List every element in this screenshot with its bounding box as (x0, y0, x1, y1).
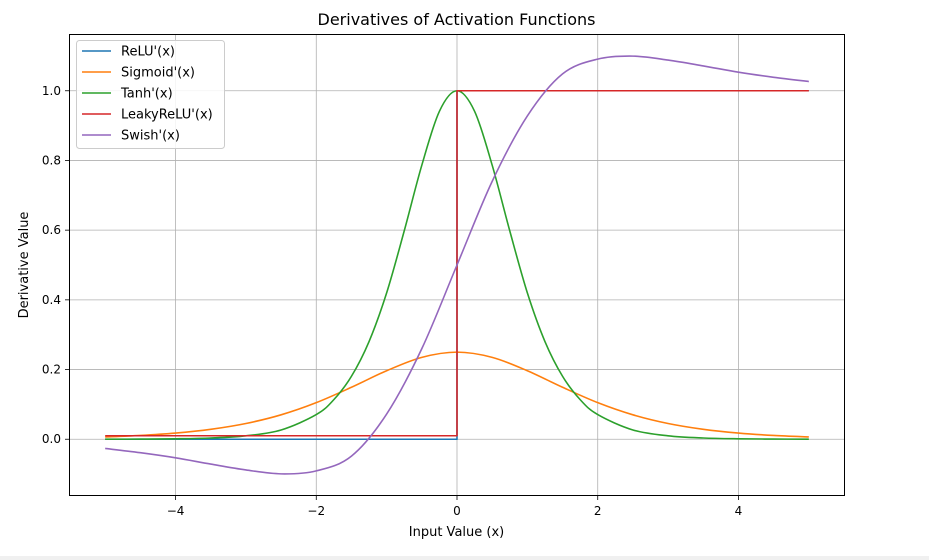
x-tick-label: 4 (735, 504, 743, 518)
series-layer (105, 55, 809, 475)
legend: ReLU'(x) Sigmoid'(x) Tanh'(x) LeakyReLU'(x)… (76, 40, 225, 149)
plot-area (105, 55, 809, 475)
x-axis-label: Input Value (x) (409, 525, 504, 540)
y-tick-label: 0.6 (42, 223, 61, 237)
x-tick-label: −4 (167, 504, 185, 518)
y-tick-label: 0.8 (42, 153, 61, 167)
y-tick-label: 0.4 (42, 293, 61, 307)
x-tick-label: 0 (453, 504, 461, 518)
y-tick-label: 0.0 (42, 432, 61, 446)
legend-label-sigmoidx: Sigmoid'(x) (121, 66, 195, 81)
legend-box (76, 40, 225, 149)
y-axis-label: Derivative Value (17, 212, 32, 319)
legend-entries: ReLU'(x) Sigmoid'(x) Tanh'(x) LeakyReLU'(x)… (82, 45, 213, 144)
legend-label-relux: ReLU'(x) (121, 45, 175, 60)
series-line-swishx (105, 55, 809, 475)
y-tick-label: 1.0 (42, 84, 61, 98)
bottom-strip (0, 556, 929, 560)
legend-label-tanhx: Tanh'(x) (120, 87, 173, 102)
y-tick-label: 0.2 (42, 363, 61, 377)
legend-label-leakyrelux: LeakyReLU'(x) (121, 108, 213, 123)
chart-title: Derivatives of Activation Functions (318, 10, 596, 29)
x-tick-label: 2 (594, 504, 602, 518)
x-tick-label: −2 (307, 504, 325, 518)
y-axis-ticks: 0.0 0.2 0.4 0.6 0.8 1.0 (42, 84, 70, 446)
legend-label-swishx: Swish'(x) (121, 129, 180, 144)
x-axis-ticks: −4 −2 0 2 4 (167, 495, 743, 518)
